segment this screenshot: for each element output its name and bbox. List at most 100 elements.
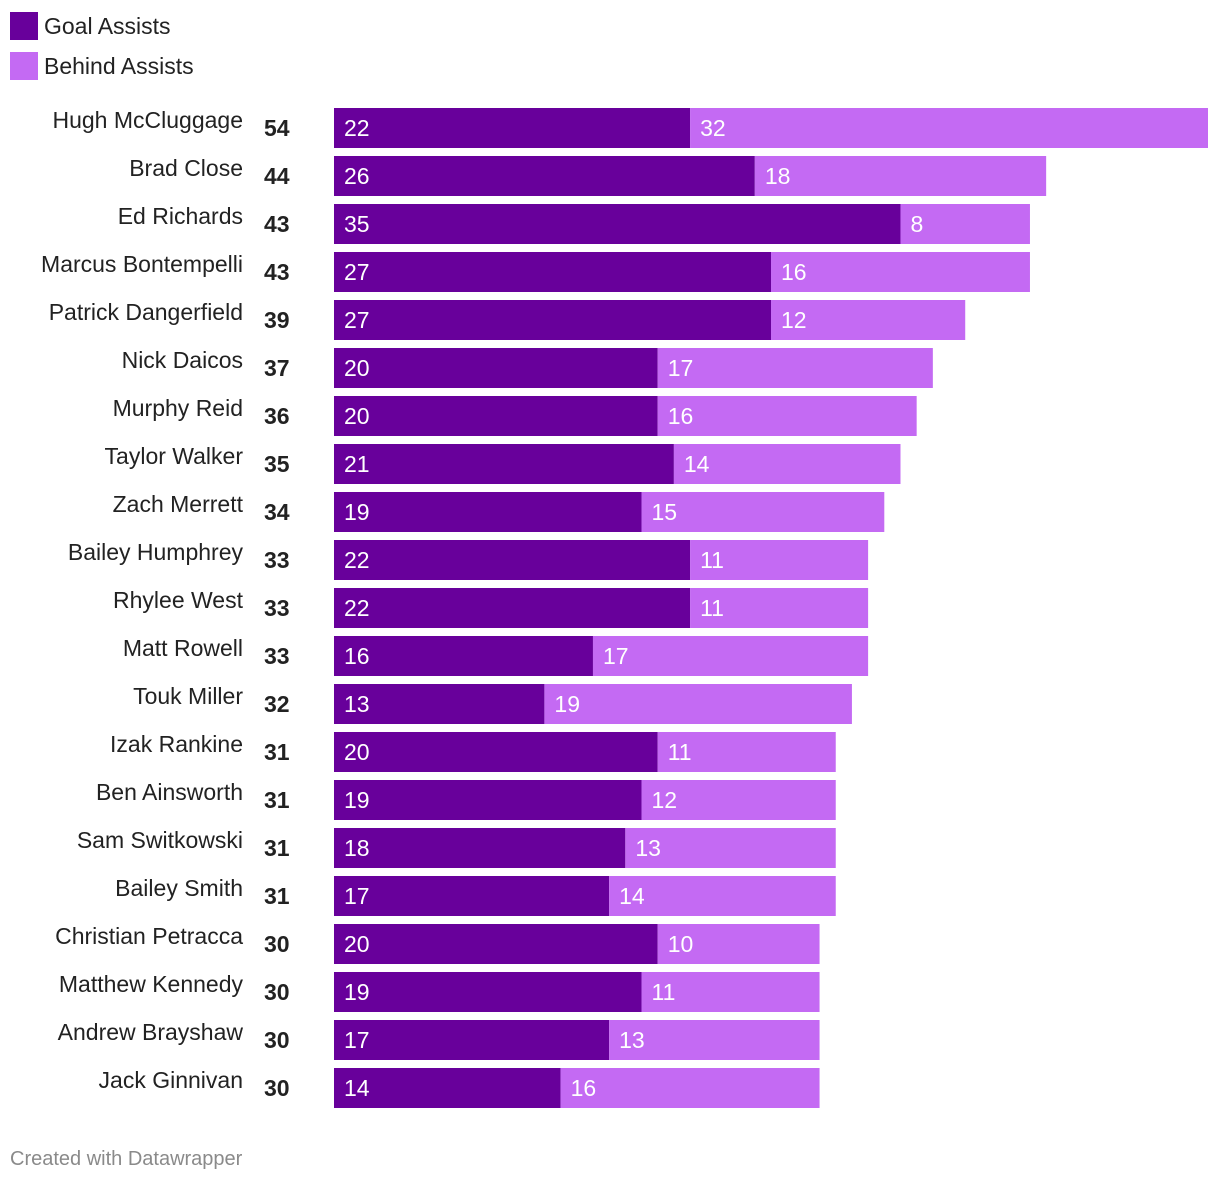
bar-goal-assists [334, 1068, 561, 1108]
bar-behind-assists [900, 204, 1030, 244]
category-label: Matthew Kennedy [59, 971, 244, 997]
bar-row: Taylor Walker 35 21 14 [105, 443, 901, 484]
category-label: Taylor Walker [105, 443, 244, 469]
bar-goal-assists [334, 108, 691, 148]
bar-row: Murphy Reid 36 20 16 [113, 395, 917, 436]
data-label-goal-assists: 27 [344, 259, 370, 285]
bar-goal-assists [334, 156, 755, 196]
total-label: 32 [264, 691, 290, 717]
bar-goal-assists [334, 396, 658, 436]
data-label-behind-assists: 12 [652, 787, 678, 813]
data-label-behind-assists: 11 [668, 739, 692, 765]
bar-goal-assists [334, 252, 771, 292]
category-label: Andrew Brayshaw [58, 1019, 244, 1045]
bar-goal-assists [334, 972, 642, 1012]
category-label: Bailey Smith [115, 875, 243, 901]
bar-behind-assists [690, 540, 869, 580]
bar-row: Nick Daicos 37 20 17 [122, 347, 933, 388]
bar-behind-assists [641, 780, 836, 820]
bar-row: Marcus Bontempelli 43 27 16 [41, 251, 1030, 292]
total-label: 31 [264, 883, 290, 909]
bar-goal-assists [334, 492, 642, 532]
data-label-behind-assists: 13 [635, 835, 661, 861]
bar-goal-assists [334, 444, 674, 484]
footer-credit: Created with Datawrapper [10, 1148, 243, 1170]
bar-behind-assists [560, 1068, 820, 1108]
category-label: Murphy Reid [113, 395, 243, 421]
data-label-goal-assists: 20 [344, 739, 370, 765]
data-label-goal-assists: 14 [344, 1075, 370, 1101]
category-label: Christian Petracca [55, 923, 243, 949]
data-label-goal-assists: 26 [344, 163, 370, 189]
data-label-goal-assists: 19 [344, 979, 370, 1005]
bar-row: Hugh McCluggage 54 22 32 [52, 107, 1208, 148]
total-label: 39 [264, 307, 290, 333]
data-label-goal-assists: 20 [344, 403, 370, 429]
total-label: 35 [264, 451, 290, 477]
category-label: Izak Rankine [110, 731, 243, 757]
legend-label-behind-assists: Behind Assists [44, 52, 194, 79]
bar-row: Bailey Smith 31 17 14 [115, 875, 836, 916]
bar-goal-assists [334, 684, 545, 724]
total-label: 34 [264, 499, 290, 525]
data-label-behind-assists: 14 [684, 451, 710, 477]
data-label-behind-assists: 15 [652, 499, 678, 525]
bar-row: Christian Petracca 30 20 10 [55, 923, 820, 964]
bar-row: Sam Switkowski 31 18 13 [77, 827, 836, 868]
bar-goal-assists [334, 1020, 610, 1060]
bar-behind-assists [690, 108, 1208, 148]
data-label-goal-assists: 19 [344, 787, 370, 813]
data-label-goal-assists: 20 [344, 931, 370, 957]
data-label-behind-assists: 32 [700, 115, 726, 141]
category-label: Touk Miller [133, 683, 243, 709]
bar-goal-assists [334, 924, 658, 964]
data-label-goal-assists: 21 [344, 451, 370, 477]
category-label: Matt Rowell [123, 635, 243, 661]
total-label: 30 [264, 979, 290, 1005]
bar-behind-assists [592, 636, 869, 676]
legend-label-goal-assists: Goal Assists [44, 12, 171, 39]
category-label: Patrick Dangerfield [49, 299, 243, 325]
bar-behind-assists [673, 444, 901, 484]
total-label: 31 [264, 739, 290, 765]
bar-row: Andrew Brayshaw 30 17 13 [58, 1019, 820, 1060]
total-label: 36 [264, 403, 290, 429]
bar-behind-assists [625, 828, 836, 868]
data-label-behind-assists: 13 [619, 1027, 645, 1053]
bar-behind-assists [657, 924, 820, 964]
data-label-goal-assists: 35 [344, 211, 370, 237]
bar-behind-assists [657, 396, 917, 436]
bar-behind-assists [609, 1020, 820, 1060]
data-label-behind-assists: 16 [571, 1075, 597, 1101]
total-label: 37 [264, 355, 290, 381]
data-label-behind-assists: 10 [668, 931, 694, 957]
bar-goal-assists [334, 588, 691, 628]
bar-behind-assists [641, 972, 820, 1012]
category-label: Hugh McCluggage [52, 107, 243, 133]
category-label: Marcus Bontempelli [41, 251, 243, 277]
data-label-behind-assists: 11 [700, 595, 724, 621]
bar-behind-assists [690, 588, 869, 628]
bar-goal-assists [334, 540, 691, 580]
bar-goal-assists [334, 732, 658, 772]
data-label-goal-assists: 18 [344, 835, 370, 861]
total-label: 44 [264, 163, 290, 189]
legend-swatch-goal-assists [10, 12, 38, 40]
bar-behind-assists [657, 732, 836, 772]
category-label: Zach Merrett [113, 491, 244, 517]
bar-goal-assists [334, 300, 771, 340]
bar-row: Brad Close 44 26 18 [129, 155, 1047, 196]
category-label: Nick Daicos [122, 347, 243, 373]
category-label: Rhylee West [113, 587, 244, 613]
bar-row: Izak Rankine 31 20 11 [110, 731, 836, 772]
data-label-goal-assists: 22 [344, 547, 370, 573]
bar-row: Ben Ainsworth 31 19 12 [96, 779, 836, 820]
bar-row: Jack Ginnivan 30 14 16 [99, 1067, 820, 1108]
data-label-behind-assists: 16 [668, 403, 694, 429]
total-label: 33 [264, 595, 290, 621]
category-label: Ed Richards [118, 203, 243, 229]
bar-goal-assists [334, 348, 658, 388]
data-label-goal-assists: 19 [344, 499, 370, 525]
bar-goal-assists [334, 204, 901, 244]
